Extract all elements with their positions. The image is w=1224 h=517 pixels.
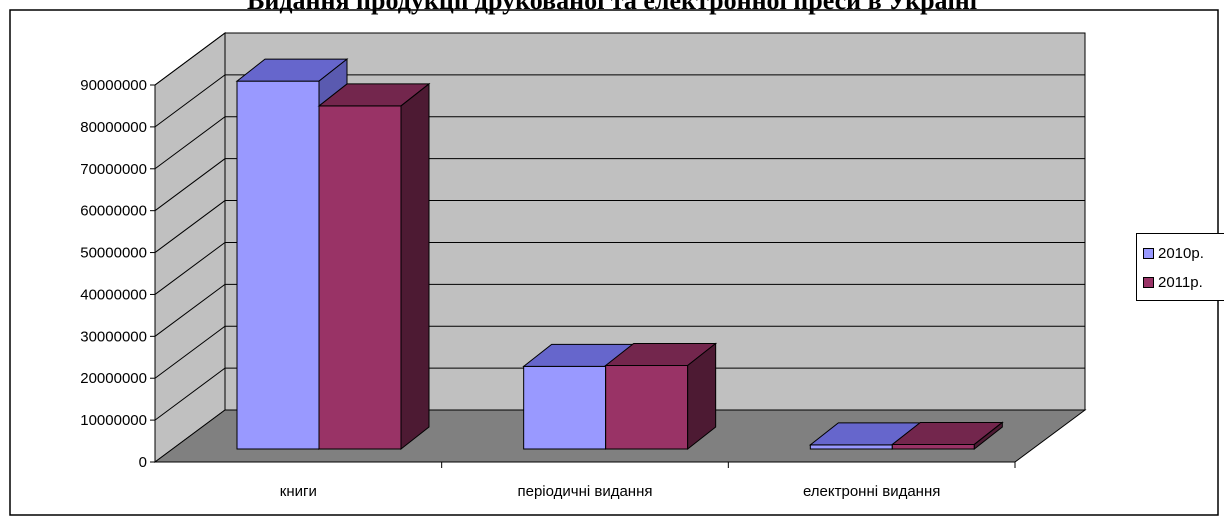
gridline bbox=[154, 116, 1085, 170]
axes bbox=[150, 84, 1016, 468]
bar-front bbox=[523, 365, 607, 450]
bars bbox=[235, 58, 1004, 451]
gridline bbox=[154, 367, 1085, 421]
bar-side bbox=[400, 82, 430, 451]
side-wall bbox=[154, 32, 226, 463]
gridline bbox=[154, 32, 1085, 86]
legend-label-2010: 2010р. bbox=[1158, 244, 1204, 262]
gridline bbox=[154, 158, 1085, 212]
legend-item-2011: 2011р. bbox=[1143, 272, 1203, 292]
bar-front bbox=[605, 365, 689, 450]
legend-swatch-2010 bbox=[1143, 247, 1154, 259]
y-tick-label: 70000000 bbox=[80, 161, 147, 178]
y-tick-label: 90000000 bbox=[80, 77, 147, 94]
y-tick-label: 10000000 bbox=[80, 412, 147, 429]
bar-front bbox=[318, 105, 402, 450]
x-tick-label: періодичні видання bbox=[517, 483, 652, 500]
y-tick-label: 20000000 bbox=[80, 370, 147, 387]
bar-front bbox=[236, 80, 320, 450]
axis-labels: 0 10000000 20000000 30000000 40000000 5000000… bbox=[80, 77, 940, 500]
bar-side bbox=[687, 342, 717, 451]
x-tick-label: електронні видання bbox=[803, 483, 940, 500]
y-tick-label: 80000000 bbox=[80, 119, 147, 136]
x-tick-label: книги bbox=[280, 483, 317, 500]
bar-front bbox=[891, 443, 975, 450]
y-tick-label: 60000000 bbox=[80, 203, 147, 220]
y-tick-label: 30000000 bbox=[80, 328, 147, 345]
gridline bbox=[154, 325, 1085, 379]
gridline bbox=[154, 74, 1085, 128]
bar-side bbox=[973, 421, 1003, 451]
gridline bbox=[154, 283, 1085, 337]
legend-item-2010: 2010р. bbox=[1143, 243, 1204, 263]
legend-label-2011: 2011р. bbox=[1158, 273, 1203, 291]
legend-swatch-2011 bbox=[1143, 276, 1154, 288]
chart-title: Видання продукції друкованої та електрон… bbox=[247, 0, 977, 15]
gridline bbox=[154, 200, 1085, 253]
y-tick-label: 0 bbox=[139, 454, 147, 471]
gridlines bbox=[154, 32, 1085, 421]
bar-front bbox=[809, 444, 893, 450]
legend: 2010р. 2011р. bbox=[1136, 233, 1224, 301]
y-tick-label: 40000000 bbox=[80, 286, 147, 303]
gridline bbox=[154, 241, 1085, 295]
y-tick-label: 50000000 bbox=[80, 245, 147, 262]
